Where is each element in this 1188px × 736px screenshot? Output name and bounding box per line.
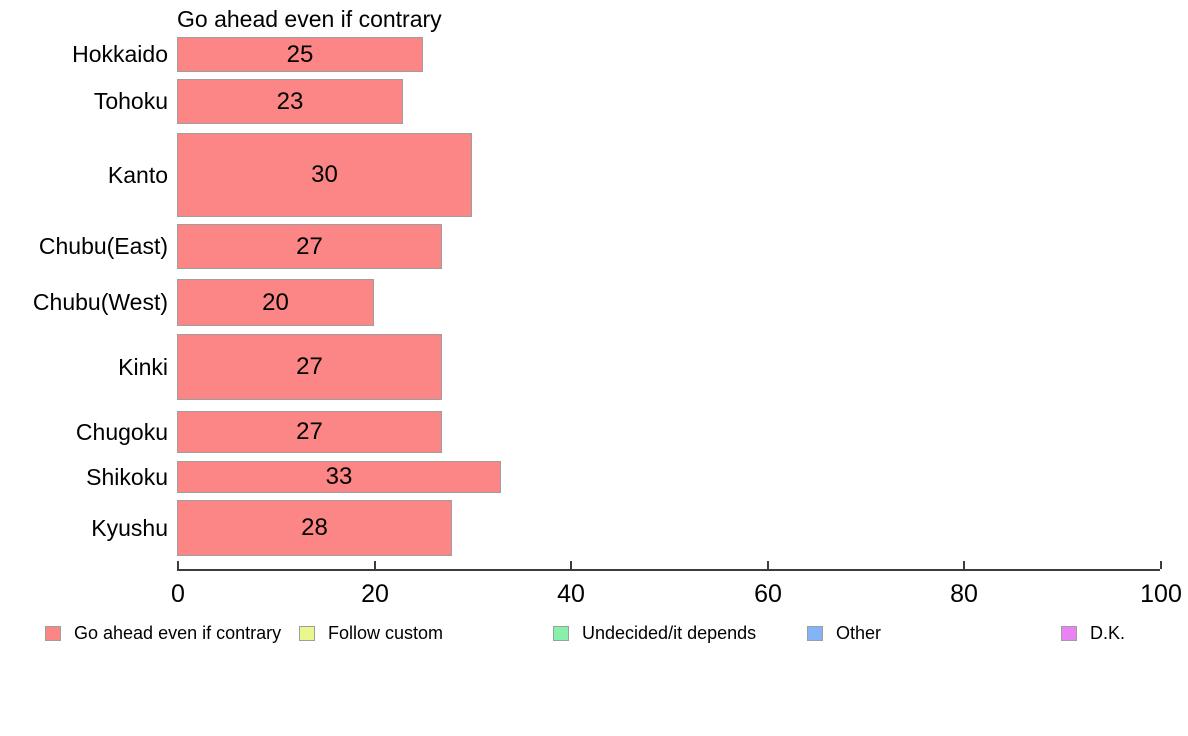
x-axis-tick <box>963 561 965 569</box>
bar: 20 <box>177 279 374 326</box>
x-axis-tick-label: 0 <box>171 580 185 608</box>
legend-swatch <box>1061 625 1077 641</box>
x-axis-tick-label: 40 <box>557 580 585 608</box>
legend-item: Other <box>807 621 881 645</box>
category-label: Kyushu <box>91 514 168 541</box>
legend-label: Undecided/it depends <box>582 622 757 643</box>
x-axis-tick <box>374 561 376 569</box>
bar-value-label: 27 <box>296 418 323 445</box>
bar-value-label: 27 <box>296 353 323 380</box>
bar: 27 <box>177 224 442 269</box>
x-axis-tick <box>1160 561 1162 569</box>
bar: 25 <box>177 37 423 72</box>
legend-swatch <box>299 625 315 641</box>
legend-item: D.K. <box>1061 621 1125 645</box>
chart-title: Go ahead even if contrary <box>177 6 442 32</box>
x-axis-tick-label: 20 <box>361 580 389 608</box>
category-label: Chubu(East) <box>38 233 168 259</box>
legend-swatch <box>807 625 823 641</box>
legend-item: Follow custom <box>299 621 443 645</box>
x-axis-tick-label: 80 <box>950 580 978 608</box>
category-label: Kinki <box>118 353 168 380</box>
category-label: Tohoku <box>93 88 168 114</box>
legend-item: Undecided/it depends <box>553 621 756 645</box>
legend-label: D.K. <box>1090 622 1126 643</box>
legend-swatch <box>553 625 569 641</box>
bar: 27 <box>177 411 442 453</box>
bar: 33 <box>177 461 501 493</box>
x-axis-tick <box>570 561 572 569</box>
x-axis-tick <box>177 561 179 569</box>
bar-value-label: 25 <box>286 40 314 68</box>
category-label: Kanto <box>107 161 168 188</box>
category-label: Shikoku <box>86 463 168 490</box>
legend-label: Other <box>836 622 882 643</box>
bar: 23 <box>177 79 403 124</box>
bar: 28 <box>177 500 452 556</box>
bar: 27 <box>177 334 442 400</box>
x-axis-tick-label: 60 <box>754 580 782 608</box>
category-label: Chugoku <box>75 418 168 445</box>
bar-value-label: 28 <box>301 514 328 541</box>
x-axis-tick <box>767 561 769 569</box>
legend-item: Go ahead even if contrary <box>45 621 281 645</box>
bar-value-label: 33 <box>325 463 353 490</box>
category-label: Chubu(West) <box>32 289 168 315</box>
category-label: Hokkaido <box>72 41 168 67</box>
bar-value-label: 23 <box>276 87 304 115</box>
x-axis-line <box>177 569 1160 571</box>
bar: 30 <box>177 133 472 217</box>
legend-swatch <box>45 625 61 641</box>
legend-label: Go ahead even if contrary <box>74 622 282 643</box>
x-axis-tick-label: 100 <box>1140 580 1182 608</box>
bar-value-label: 27 <box>296 232 323 260</box>
bar-value-label: 20 <box>262 288 289 316</box>
legend-label: Follow custom <box>328 622 444 643</box>
bar-value-label: 30 <box>311 161 338 188</box>
